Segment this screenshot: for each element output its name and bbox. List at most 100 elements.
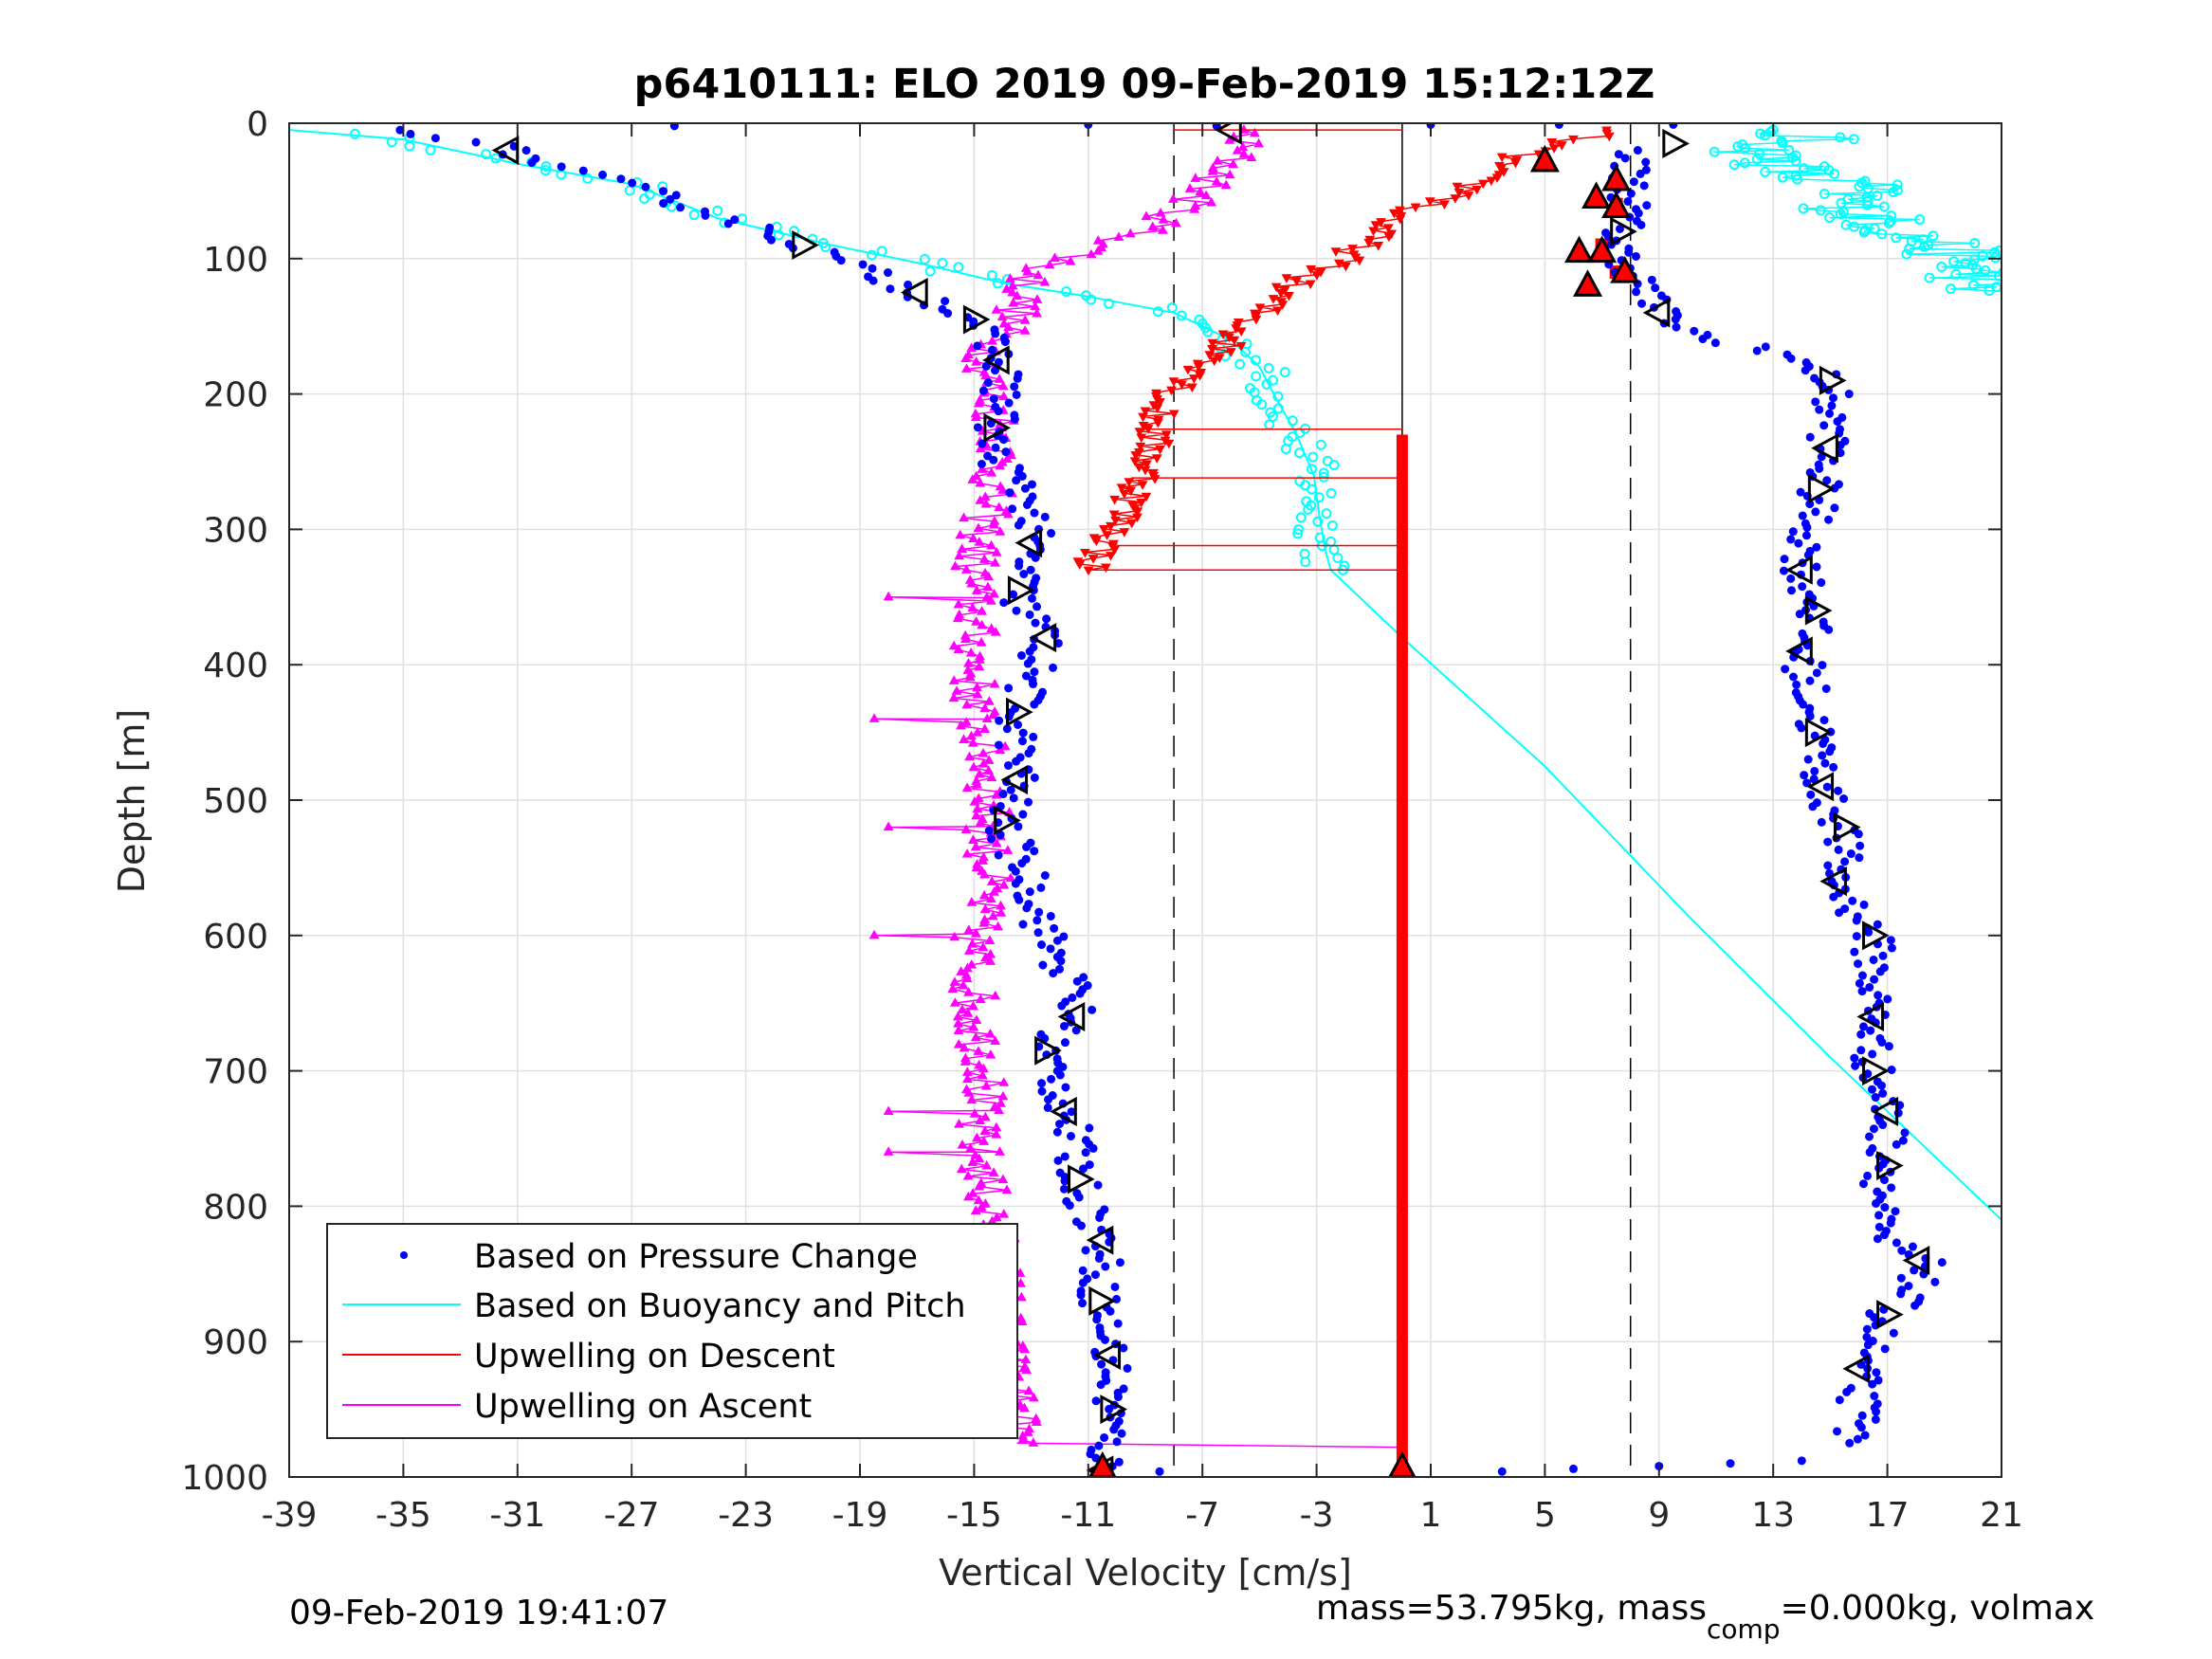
descent-upwelling-marker [1188,374,1199,384]
pressure-descent-point [1823,837,1833,847]
descent-upwelling-marker [1235,341,1247,352]
ascent-upwelling-marker [1253,137,1265,148]
ascent-upwelling-marker [960,1056,971,1066]
ascent-upwelling-marker [995,460,1006,470]
open-triangle-marker [1876,1151,1904,1181]
filled-triangle-marker [1587,235,1618,264]
filled-triangle-marker [1529,144,1560,173]
buoyancy-surface-point [1760,166,1771,177]
descent-upwelling-marker [1477,179,1489,190]
pressure-ascent-point [973,423,982,432]
descent-upwelling-marker [1207,338,1218,349]
pressure-descent-point [1800,771,1809,780]
descent-upwelling-marker [1116,483,1127,494]
ascent-upwelling-marker [997,484,1009,494]
pressure-ascent-point [1106,1306,1115,1316]
pressure-ascent-point [1015,895,1024,904]
pressure-ascent-point [1004,684,1014,693]
pressure-ascent-point [1067,1107,1076,1117]
ascent-upwelling-marker [957,543,967,553]
pressure-ascent-point [1027,480,1036,489]
pressure-descent-point [1641,157,1651,167]
pressure-descent-point [1870,1392,1879,1401]
pressure-ascent-point [941,297,950,306]
pressure-descent-point [1856,1030,1866,1039]
pressure-descent-point [1788,527,1798,537]
pressure-descent-point [1886,936,1895,945]
pressure-ascent-point [1078,1164,1088,1174]
x-tick-label: -19 [832,1496,888,1535]
pressure-descent-point [1780,555,1789,564]
pressure-descent-point [1878,1088,1888,1098]
ascent-upwelling-marker [991,1212,1002,1222]
pressure-ascent-point [1029,732,1038,741]
descent-upwelling-marker [1132,507,1143,517]
pressure-descent-point [1856,1046,1866,1055]
filled-triangle-marker [1581,181,1612,210]
ascent-upwelling-marker [971,616,981,626]
pressure-ascent-point [1046,944,1055,954]
pressure-ascent-point [1009,793,1018,803]
ascent-upwelling-marker [984,935,996,944]
x-tick-label: 13 [1751,1496,1795,1535]
buoyancy-surface-point [1849,221,1860,232]
ascent-upwelling-marker [988,910,998,921]
pressure-ascent-point [1033,602,1042,611]
pressure-ascent-point [1092,1315,1102,1324]
ascent-upwelling-marker [958,979,969,990]
pressure-ascent-point [1050,923,1059,933]
pressure-ascent-point [1055,1120,1065,1129]
pressure-descent-point [1857,971,1867,980]
descent-upwelling-marker [1439,200,1450,210]
ascent-upwelling-marker [1092,246,1104,255]
ascent-upwelling-marker [1005,273,1015,283]
ascent-upwelling-marker [987,1215,997,1225]
ascent-upwelling-marker [978,941,989,952]
pressure-descent-point [1910,1301,1920,1310]
pressure-ascent-point [1094,1441,1104,1450]
pressure-ascent-point [1025,887,1034,897]
descent-upwelling-marker [1498,168,1509,177]
ascent-upwelling-marker [993,921,1004,931]
ascent-upwelling-marker [975,994,986,1004]
buoyancy-surface-point [1858,227,1870,238]
buoyancy-surface-point [1885,215,1896,227]
pressure-ascent-point [1096,1380,1106,1390]
pressure-ascent-point [1038,960,1048,970]
ascent-upwelling-marker [1124,228,1136,238]
ascent-upwelling-marker [1200,190,1212,200]
pressure-ascent-point [659,198,668,208]
open-triangle-marker [1006,697,1033,727]
pressure-ascent-point [991,366,1000,375]
descent-upwelling-marker [1074,560,1086,571]
descent-upwelling-marker [1224,333,1234,343]
buoyancy-point [1292,528,1304,539]
pressure-descent-point [1614,150,1623,159]
ascent-upwelling-marker [998,1077,1010,1086]
pressure-descent-point [1862,1332,1872,1341]
descent-upwelling-marker [1155,445,1165,455]
descent-upwelling-marker [1152,418,1163,428]
open-triangle-marker [962,304,991,335]
open-triangle-marker [1785,636,1813,666]
pressure-descent-point [1788,672,1798,682]
descent-upwelling-marker [1137,481,1148,490]
buoyancy-point [1332,552,1344,563]
ascent-upwelling-marker [1003,321,1014,332]
pressure-ascent-point [1011,879,1020,888]
descent-upwelling-marker [1486,176,1497,187]
descent-upwelling-marker [1603,132,1615,142]
descent-upwelling-marker [1106,552,1116,561]
buoyancy-surface-point [1901,248,1912,260]
ascent-upwelling-marker [1155,207,1166,217]
pressure-ascent-point [628,178,637,188]
ascent-upwelling-marker [961,848,973,858]
ascent-upwelling-marker [966,730,977,740]
ascent-upwelling-marker [956,1163,967,1174]
pressure-ascent-point [557,162,566,172]
buoyancy-point [1321,508,1332,520]
pressure-ascent-point [1075,989,1085,998]
pressure-descent-point [1833,417,1842,427]
buoyancy-surface-point [1904,243,1915,254]
ascent-upwelling-marker [961,973,973,983]
